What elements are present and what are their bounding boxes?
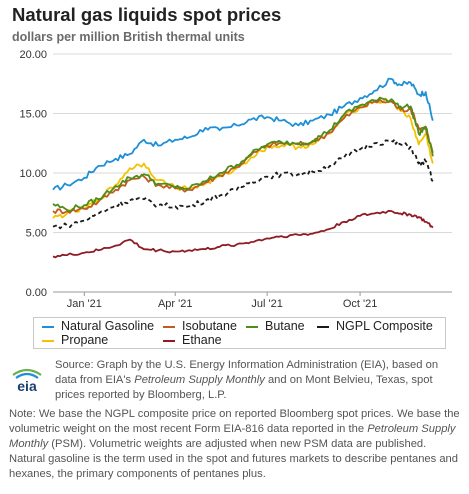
- y-tick-label: 0.00: [26, 287, 47, 299]
- legend-swatch: [163, 340, 175, 342]
- note-part1: Note: We base the NGPL composite price o…: [9, 408, 460, 435]
- legend-swatch: [246, 326, 258, 328]
- x-tick-label: Oct '21: [343, 298, 378, 310]
- chart-legend: Natural Gasoline Isobutane Butane NGPL C…: [33, 317, 446, 349]
- note-text: Note: We base the NGPL composite price o…: [9, 407, 461, 482]
- legend-label: Butane: [265, 319, 305, 333]
- x-tick-label: Jul '21: [251, 298, 282, 310]
- chart-subtitle: dollars per million British thermal unit…: [12, 30, 245, 44]
- legend-swatch: [163, 326, 175, 328]
- eia-logo: eia: [10, 366, 44, 394]
- series-line-propane: [52, 97, 434, 219]
- logo-text: eia: [17, 378, 37, 394]
- y-tick-label: 5.00: [26, 228, 47, 240]
- legend-swatch: [317, 326, 329, 328]
- legend-label: Ethane: [182, 333, 222, 347]
- series-line-butane: [52, 96, 434, 213]
- source-publication: Petroleum Supply Monthly: [134, 374, 265, 386]
- legend-label: Propane: [61, 333, 109, 347]
- series-line-natural-gasoline: [52, 77, 434, 191]
- source-suffix: and on Mont Belvieu, Texas, spot prices …: [55, 374, 433, 401]
- source-prefix: Source: Graph by the U.S. Energy Informa…: [55, 359, 439, 386]
- line-chart: 0.00 5.00 10.00 15.00 20.00 Jan '21 Apr '21 Jul…: [19, 49, 452, 310]
- source-text: Source: Graph by the U.S. Energy Informa…: [55, 358, 460, 403]
- y-tick-label: 15.00: [19, 109, 47, 121]
- x-tick-label: Apr '21: [158, 298, 193, 310]
- y-tick-label: 10.00: [19, 168, 47, 180]
- chart-title: Natural gas liquids spot prices: [12, 4, 282, 25]
- x-tick-label: Jan '21: [67, 298, 102, 310]
- legend-label: NGPL Composite: [336, 319, 433, 333]
- legend-swatch: [42, 340, 54, 342]
- legend-label: Natural Gasoline: [61, 319, 155, 333]
- y-tick-label: 20.00: [19, 49, 47, 61]
- series-line-ngpl-composite: [52, 138, 434, 230]
- series-line-ethane: [52, 209, 434, 259]
- note-part2: (PSM). Volumetric weights are adjusted w…: [9, 438, 459, 480]
- note-publication: Petroleum Supply Monthly: [9, 423, 456, 450]
- legend-swatch: [42, 326, 54, 328]
- series-line-isobutane: [52, 98, 434, 215]
- legend-label: Isobutane: [182, 319, 237, 333]
